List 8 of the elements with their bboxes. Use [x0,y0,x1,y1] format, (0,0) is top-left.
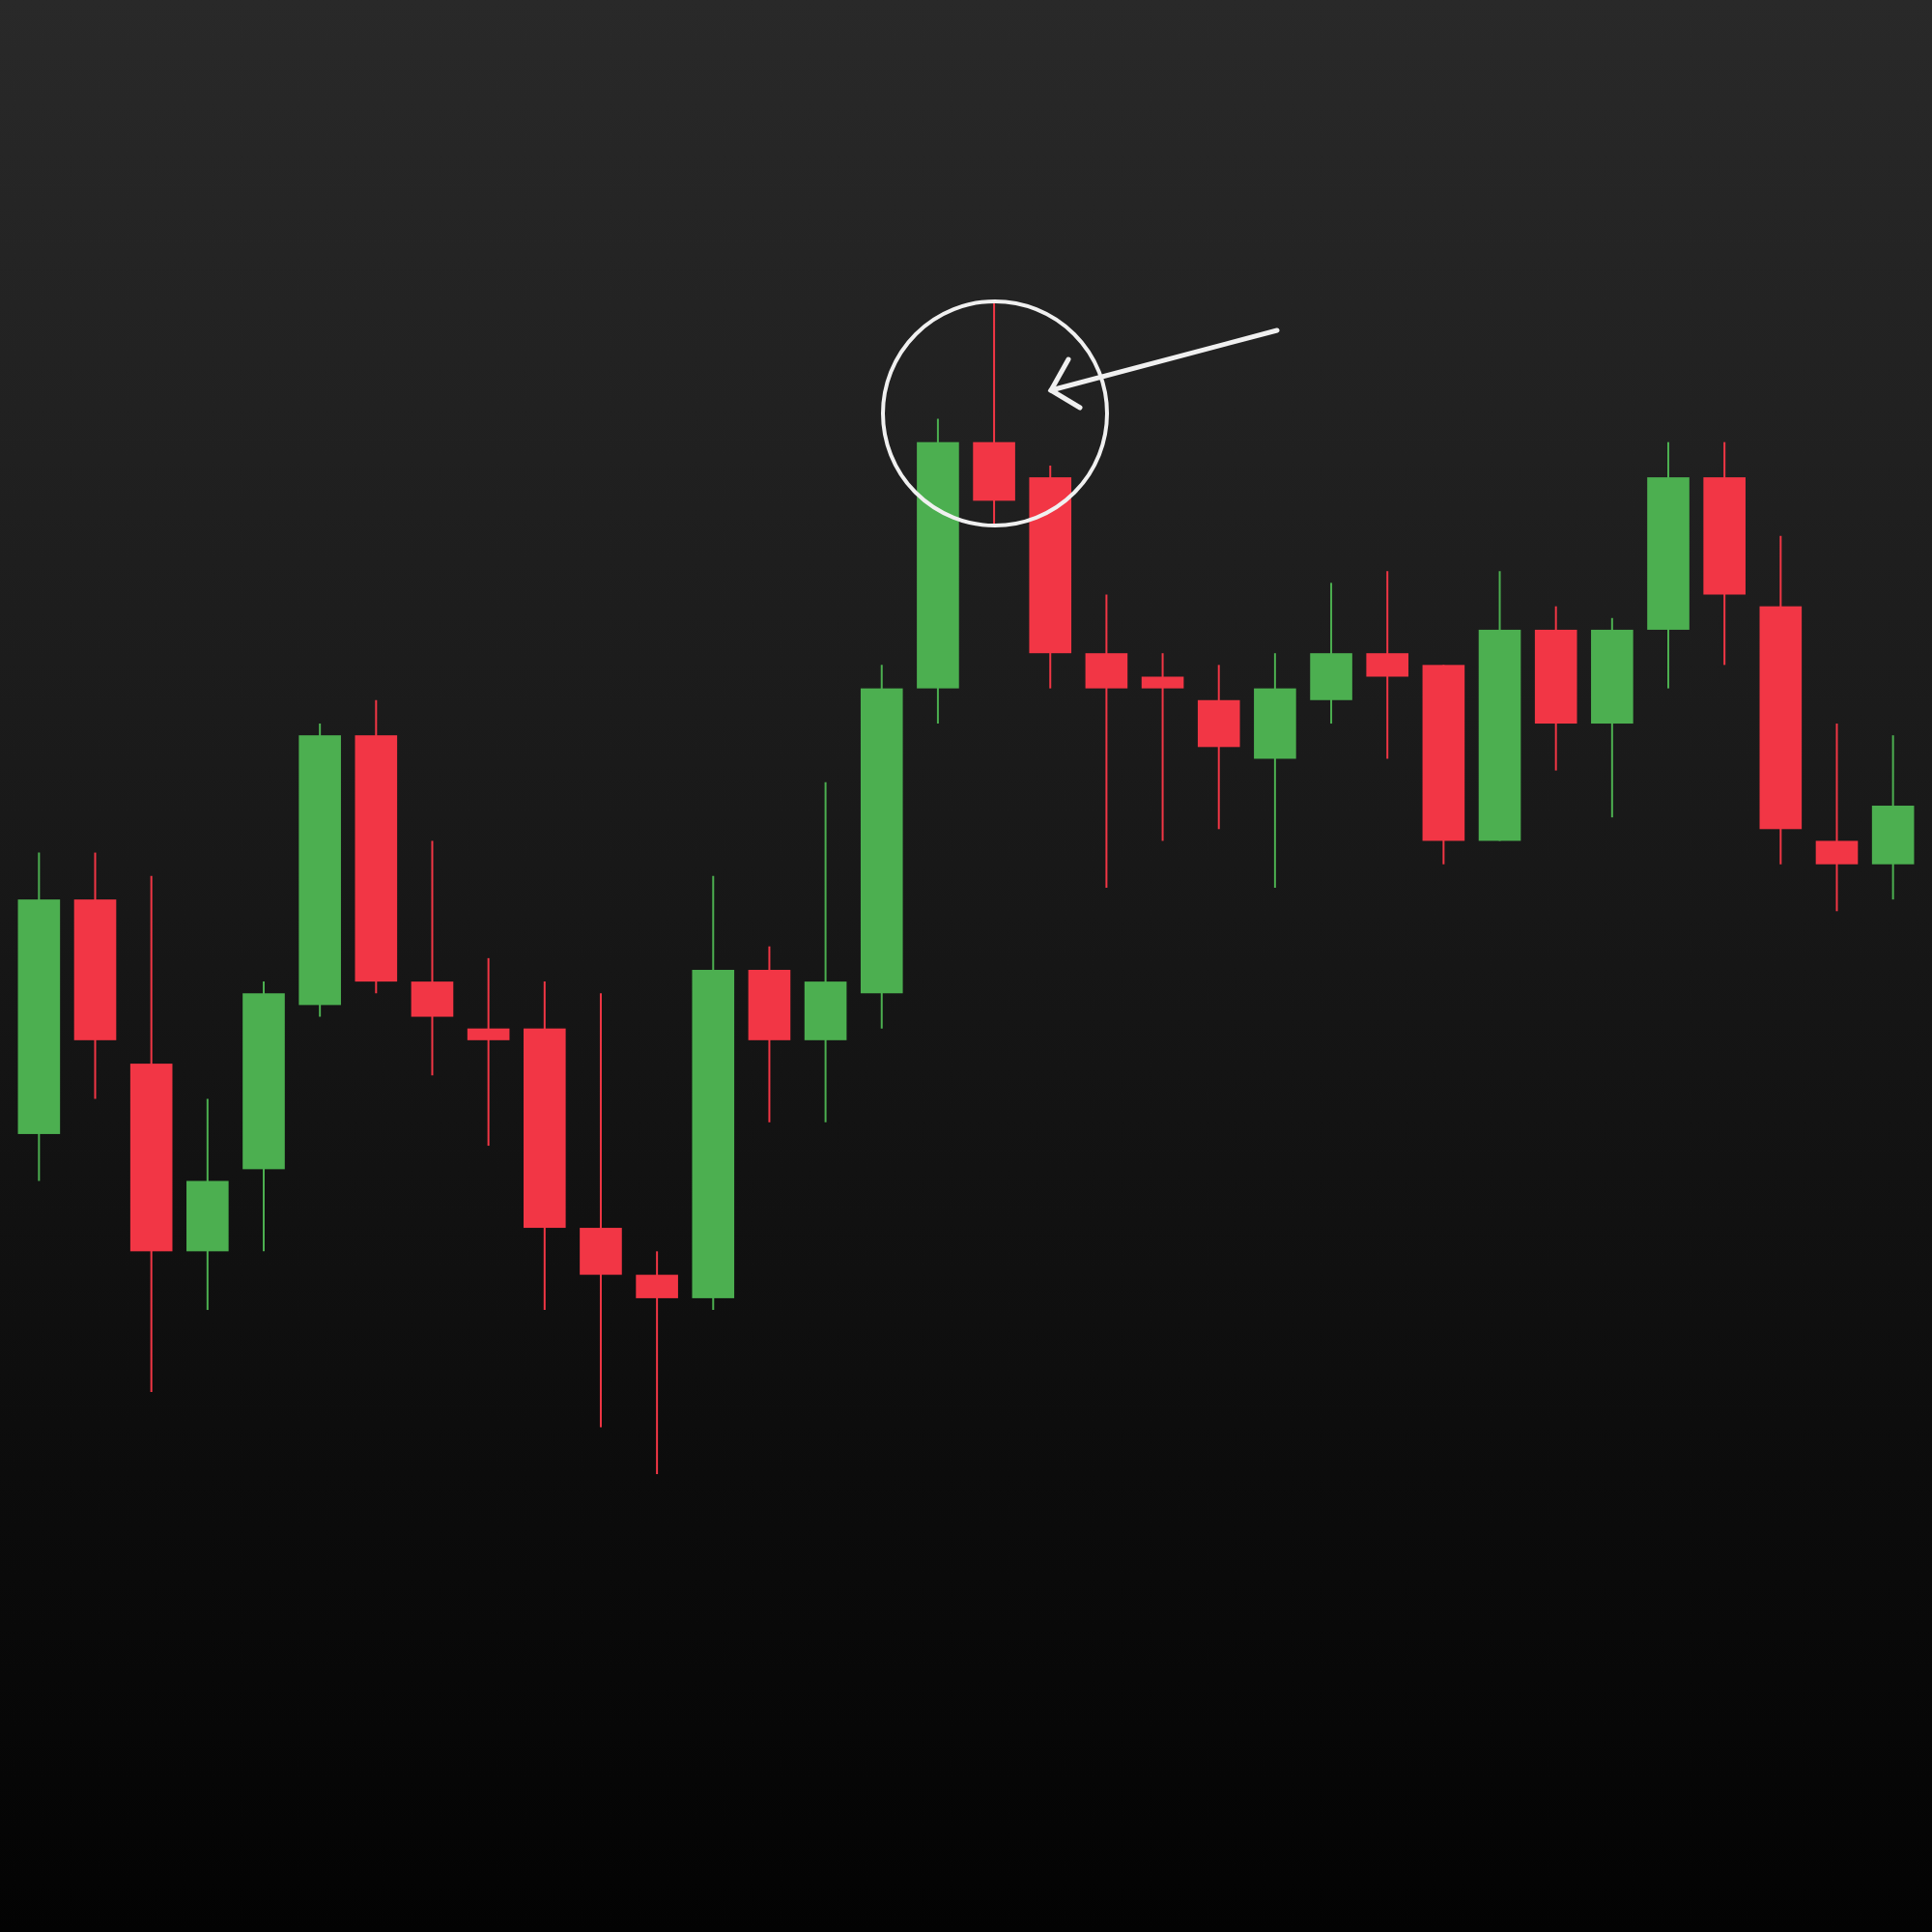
candlestick [467,956,510,1148]
candlestick [1085,593,1128,889]
candlestick [636,1250,678,1475]
candlestick [411,839,454,1077]
candlestick [1366,570,1409,760]
candlestick [1141,652,1184,842]
candlestick [1815,723,1859,913]
candlestick [580,992,622,1429]
